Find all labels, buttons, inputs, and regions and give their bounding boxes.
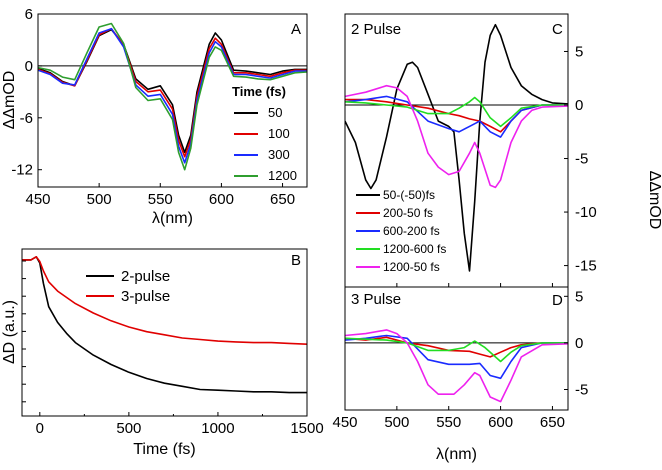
x-tick-label-D-3: 600 <box>488 414 513 431</box>
x-tick-label-B-0: 0 <box>36 420 44 437</box>
x-tick-label-A-4: 650 <box>270 191 295 208</box>
legend-label-C-2: 600-200 fs <box>383 224 440 238</box>
y-axis-label-C: ΔΔmOD <box>646 171 662 230</box>
y-tick-label-C-4: -15 <box>575 258 597 275</box>
series-line-C-2 <box>345 95 568 138</box>
panel-label-C: C <box>552 21 563 38</box>
series-line-A-3 <box>38 22 307 171</box>
x-tick-label-A-2: 550 <box>148 191 173 208</box>
x-tick-label-B-2: 1000 <box>201 420 234 437</box>
legend-label-C-4: 1200-50 fs <box>383 260 440 274</box>
panel-label-B: B <box>291 252 301 269</box>
plot-frame-A <box>37 13 308 188</box>
y-tick-label-A-0: 6 <box>25 6 33 23</box>
panel-title-C: 2 Pulse <box>351 21 401 38</box>
panel-title-D: 3 Pulse <box>351 291 401 308</box>
y-tick-label-D-2: -5 <box>575 382 588 399</box>
y-tick-label-C-0: 5 <box>575 43 583 60</box>
series-line-D-0 <box>345 336 568 358</box>
x-tick-label-D-0: 450 <box>332 414 357 431</box>
legend-label-A-1: 100 <box>268 126 290 141</box>
x-axis-label-A: λ(nm) <box>152 210 193 227</box>
legend-title-A: Time (fs) <box>232 84 286 99</box>
x-tick-label-D-4: 650 <box>540 414 565 431</box>
y-tick-label-A-2: -6 <box>20 110 33 127</box>
legend-label-B-0: 2-pulse <box>121 268 170 285</box>
y-tick-label-A-3: -12 <box>11 162 33 179</box>
y-axis-label-A: ΔΔmOD <box>1 71 18 130</box>
y-tick-label-C-3: -10 <box>575 204 597 221</box>
x-tick-label-D-2: 550 <box>436 414 461 431</box>
panel-label-A: A <box>291 21 301 38</box>
y-tick-label-C-2: -5 <box>575 151 588 168</box>
series-line-B-0 <box>22 256 307 394</box>
legend-label-A-3: 1200 <box>268 168 297 183</box>
legend-label-C-0: 50-(-50)fs <box>383 188 435 202</box>
y-axis-label-B: ΔD (a.u.) <box>1 300 18 364</box>
y-tick-label-C-1: 0 <box>575 97 583 114</box>
series-line-C-4 <box>345 84 568 189</box>
series-line-A-2 <box>38 27 307 164</box>
series-line-C-3 <box>345 96 568 128</box>
legend-label-C-1: 200-50 fs <box>383 206 433 220</box>
x-axis-label-B: Time (fs) <box>133 441 196 458</box>
x-tick-label-B-3: 1500 <box>290 420 323 437</box>
legend-label-A-0: 50 <box>268 105 282 120</box>
x-tick-label-D-1: 500 <box>384 414 409 431</box>
x-tick-label-A-1: 500 <box>87 191 112 208</box>
series-line-D-3 <box>345 329 568 403</box>
y-tick-label-A-1: 0 <box>25 58 33 75</box>
legend-label-A-2: 300 <box>268 147 290 162</box>
y-tick-label-D-0: 5 <box>575 288 583 305</box>
series-line-C-0 <box>345 23 568 272</box>
x-tick-label-B-1: 500 <box>116 420 141 437</box>
legend-label-C-3: 1200-600 fs <box>383 242 446 256</box>
series-line-D-1 <box>345 334 568 380</box>
legend-label-B-1: 3-pulse <box>121 288 170 305</box>
x-tick-label-A-3: 600 <box>209 191 234 208</box>
panel-label-D: D <box>552 292 563 309</box>
y-tick-label-D-1: 0 <box>575 335 583 352</box>
x-tick-label-A-0: 450 <box>25 191 50 208</box>
series-line-D-2 <box>345 337 568 363</box>
plot-frame-D <box>344 286 569 411</box>
plot-frame-B <box>21 248 308 417</box>
series-line-B-1 <box>22 256 307 345</box>
x-axis-label-D: λ(nm) <box>436 446 477 463</box>
